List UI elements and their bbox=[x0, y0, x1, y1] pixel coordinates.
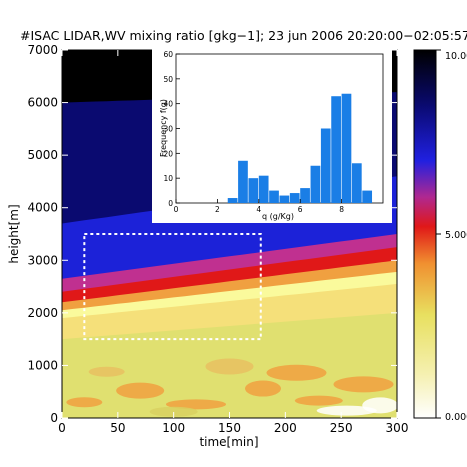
colorbar bbox=[413, 49, 437, 419]
histogram-bar bbox=[238, 160, 248, 203]
x-tick-label: 200 bbox=[274, 421, 297, 435]
texture-patch bbox=[362, 397, 397, 414]
x-tick-label: 0 bbox=[58, 421, 66, 435]
texture-patch bbox=[88, 366, 125, 377]
histogram-bar bbox=[320, 128, 331, 203]
y-axis-label: height[m] bbox=[7, 204, 21, 263]
texture-patch bbox=[294, 395, 343, 406]
texture-patch bbox=[316, 405, 377, 416]
main-axes: 0 50 100 150 200 250 3000100020003000400050006… bbox=[27, 43, 408, 435]
y-tick-label: 3000 bbox=[27, 253, 58, 267]
histogram-bar bbox=[310, 165, 321, 203]
histogram-x-tick-label: 2 bbox=[215, 205, 220, 214]
y-tick-label: 0 bbox=[50, 411, 58, 425]
histogram-x-tick-label: 8 bbox=[339, 205, 344, 214]
histogram-y-tick-label: 60 bbox=[163, 50, 173, 59]
x-tick-label: 250 bbox=[330, 421, 353, 435]
histogram-y-tick-label: 30 bbox=[163, 125, 173, 134]
histogram-bar bbox=[300, 188, 310, 203]
histogram-bar bbox=[248, 178, 259, 203]
histogram-y-tick-label: 40 bbox=[163, 100, 173, 109]
histogram-x-tick-label: 4 bbox=[256, 205, 261, 214]
histogram-bar bbox=[351, 163, 362, 203]
histogram-x-tick-label: 0 bbox=[174, 205, 179, 214]
histogram-y-tick-label: 10 bbox=[163, 174, 173, 183]
x-tick-label: 100 bbox=[162, 421, 185, 435]
y-tick-label: 5000 bbox=[27, 148, 58, 162]
histogram-bar bbox=[289, 193, 300, 203]
y-tick-label: 6000 bbox=[27, 96, 58, 110]
x-axis-label: time[min] bbox=[199, 435, 258, 449]
histogram-y-tick-label: 20 bbox=[163, 149, 173, 158]
colorbar-tick-label: 0.000 bbox=[445, 412, 467, 423]
colorbar-tick-label: 5.000 bbox=[445, 230, 467, 241]
texture-patch bbox=[149, 406, 198, 417]
histogram-y-tick-label: 0 bbox=[168, 199, 173, 208]
histogram-x-tick-label: 6 bbox=[298, 205, 303, 214]
x-tick-label: 150 bbox=[218, 421, 241, 435]
y-tick-label: 7000 bbox=[27, 43, 58, 57]
x-tick-label: 50 bbox=[110, 421, 125, 435]
histogram-bar bbox=[279, 195, 290, 203]
histogram-bar bbox=[362, 190, 373, 203]
texture-patch bbox=[205, 358, 254, 375]
texture-patch bbox=[116, 382, 165, 399]
histogram-bar bbox=[227, 198, 238, 203]
texture-patch bbox=[245, 380, 281, 397]
histogram-x-label: q (g/Kg) bbox=[262, 212, 294, 221]
x-tick-label: 300 bbox=[386, 421, 409, 435]
histogram-y-tick-label: 50 bbox=[163, 75, 173, 84]
texture-patch bbox=[333, 376, 394, 393]
texture-patch bbox=[266, 364, 327, 381]
selection-box bbox=[83, 233, 262, 341]
y-tick-label: 1000 bbox=[27, 358, 58, 372]
colorbar-tick-label: 10.00 bbox=[445, 51, 467, 62]
histogram-bar bbox=[258, 175, 269, 203]
chart-title: #ISAC LIDAR,WV mixing ratio [gkg−1]; 23 … bbox=[20, 28, 467, 43]
histogram-bar bbox=[331, 96, 341, 203]
colorbar-ticks: 0.000 5.000 10.00 bbox=[436, 49, 467, 423]
histogram-bar bbox=[269, 190, 279, 203]
texture-patch bbox=[66, 397, 103, 408]
texture-patch bbox=[166, 399, 226, 410]
histogram-plot: 0 2 4 6 8 0 10 20 30 40 50 60 bbox=[163, 50, 384, 214]
histogram-bar bbox=[341, 93, 352, 203]
histogram-y-label: Frequency f(q) bbox=[159, 99, 168, 157]
y-tick-label: 4000 bbox=[27, 201, 58, 215]
y-tick-label: 2000 bbox=[27, 306, 58, 320]
